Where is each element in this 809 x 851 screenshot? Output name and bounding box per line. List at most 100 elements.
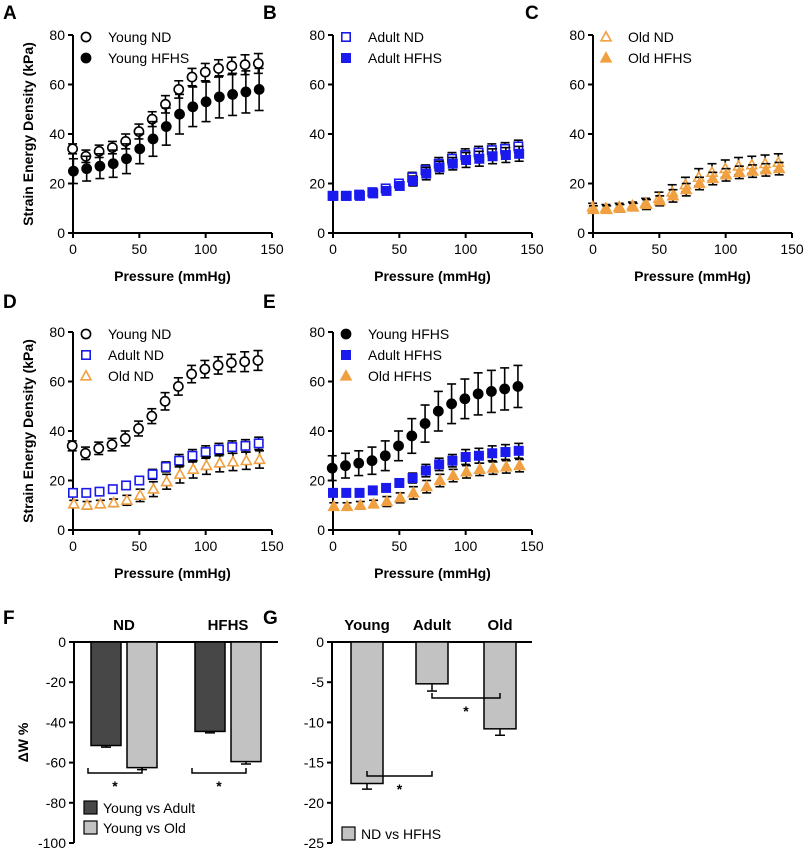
- x-tick-label: 50: [392, 241, 408, 257]
- data-point: [186, 462, 200, 474]
- data-point: [381, 185, 392, 196]
- legend-marker: [81, 349, 92, 360]
- legend-marker: [340, 31, 351, 42]
- data-point: [487, 448, 498, 459]
- data-point: [173, 467, 187, 479]
- data-point: [147, 482, 160, 494]
- data-point: [367, 497, 380, 509]
- data-point: [213, 63, 224, 74]
- y-tick-label: 40: [49, 423, 65, 439]
- data-point: [706, 171, 720, 184]
- bar: [483, 641, 517, 730]
- data-point: [513, 445, 524, 456]
- x-tick-label: 100: [194, 241, 218, 257]
- legend-label: Adult ND: [108, 347, 164, 363]
- y-axis-title: Strain Energy Density (kPa): [20, 339, 36, 523]
- legend-label: Adult ND: [368, 29, 424, 45]
- data-point: [121, 153, 132, 165]
- data-point: [381, 482, 392, 493]
- y-tick-label: 80: [309, 324, 325, 340]
- data-point: [366, 455, 378, 467]
- data-point: [67, 143, 78, 155]
- data-point: [227, 89, 238, 100]
- data-point: [186, 71, 198, 83]
- significance-bracket: [366, 771, 433, 777]
- data-point: [732, 165, 746, 177]
- y-tick-label: 0: [57, 225, 65, 241]
- legend-label: ND vs HFHS: [361, 826, 441, 842]
- x-tick-label: 0: [69, 241, 77, 257]
- data-point: [146, 410, 158, 422]
- data-point: [341, 487, 352, 498]
- bar: [350, 641, 384, 785]
- data-point: [719, 167, 733, 180]
- data-point: [653, 193, 667, 206]
- y-tick-label: 0: [58, 634, 66, 650]
- y-tick-label: -40: [46, 714, 66, 730]
- data-point: [226, 60, 238, 72]
- legend-marker: [599, 30, 613, 42]
- y-tick-label: -20: [304, 795, 324, 811]
- x-tick-label: 0: [329, 241, 337, 257]
- data-point: [121, 480, 132, 491]
- legend-marker: [340, 349, 351, 360]
- data-point: [67, 497, 81, 509]
- legend-marker: [340, 328, 352, 340]
- category-label: Adult: [413, 617, 451, 634]
- data-point: [80, 498, 94, 510]
- data-point: [353, 457, 365, 469]
- data-point: [434, 162, 445, 173]
- data-point: [407, 473, 418, 484]
- data-point: [200, 96, 212, 108]
- data-point: [473, 450, 484, 461]
- data-point: [341, 190, 352, 201]
- data-point: [640, 197, 653, 210]
- y-tick-label: 20: [569, 176, 585, 192]
- data-point: [253, 452, 266, 465]
- data-point: [474, 153, 485, 164]
- data-point: [187, 450, 198, 461]
- data-point: [93, 497, 107, 509]
- bar: [194, 641, 226, 733]
- data-point: [239, 59, 251, 71]
- data-point: [421, 168, 432, 179]
- y-tick-label: 20: [309, 176, 325, 192]
- data-point: [433, 473, 447, 486]
- y-tick-label: 0: [316, 634, 324, 650]
- bar: [126, 641, 158, 769]
- data-point: [513, 458, 526, 471]
- x-tick-label: 0: [69, 538, 77, 554]
- data-point: [407, 486, 420, 498]
- data-point: [147, 469, 158, 480]
- data-point: [446, 468, 460, 481]
- data-point: [486, 461, 500, 473]
- data-point: [240, 86, 252, 98]
- data-point: [173, 84, 185, 95]
- legend-marker: [599, 51, 613, 63]
- data-point: [174, 455, 185, 466]
- y-tick-label: 60: [309, 374, 325, 390]
- data-point: [213, 456, 227, 468]
- panel-letter-d: D: [3, 292, 17, 313]
- data-point: [393, 440, 404, 452]
- legend-label: Young HFHS: [108, 50, 189, 66]
- data-point: [446, 398, 457, 410]
- data-point: [106, 439, 118, 451]
- bar: [90, 641, 122, 747]
- data-point: [252, 58, 264, 69]
- data-point: [81, 487, 92, 498]
- data-point: [239, 453, 253, 466]
- data-point: [94, 160, 106, 172]
- category-label: Old: [488, 617, 513, 634]
- data-point: [213, 444, 224, 455]
- x-tick-label: 100: [194, 538, 218, 554]
- y-tick-label: 0: [577, 225, 585, 241]
- data-point: [354, 487, 365, 498]
- y-tick-label: 40: [309, 423, 325, 439]
- data-point: [368, 188, 379, 199]
- data-point: [107, 158, 119, 170]
- significance-bracket: [431, 693, 501, 699]
- data-point: [160, 121, 172, 132]
- legend-label: Old HFHS: [368, 368, 432, 384]
